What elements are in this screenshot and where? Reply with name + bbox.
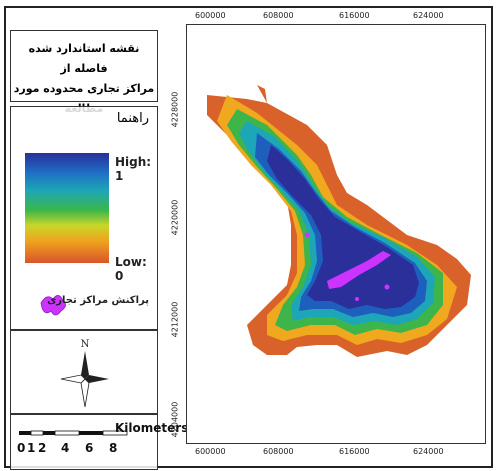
x-tick-top-1: 600000: [195, 11, 226, 20]
north-arrow-icon: N: [60, 339, 109, 408]
legend-box: راهنما High: 1 Low: 0 پراکنش مراکز تجاری: [10, 106, 158, 330]
x-tick-bottom-1: 600000: [195, 447, 226, 456]
north-label: N: [81, 339, 90, 350]
y-tick-3: 4212000: [170, 301, 180, 338]
scale-tick-6: 6: [85, 441, 94, 455]
distance-gradient-swatch: [25, 153, 109, 263]
y-tick-2: 4220000: [170, 199, 180, 236]
scale-tick-2: 2: [38, 441, 47, 455]
y-tick-4: 4204000: [170, 401, 180, 438]
scale-bar-icon: [19, 430, 128, 436]
map-title-box: نقشه استاندارد شده فاصله از مراکز تجاری …: [10, 30, 158, 115]
scale-tick-4: 4: [61, 441, 70, 455]
x-tick-top-2: 608000: [263, 11, 294, 20]
x-tick-bottom-2: 608000: [263, 447, 294, 456]
legend-panel: نقشه استاندارد شده فاصله از مراکز تجاری …: [6, 8, 188, 470]
gradient-high-label: High: 1: [115, 155, 152, 183]
scale-unit-label: Kilometers: [115, 421, 189, 435]
x-tick-top-4: 624000: [413, 11, 444, 20]
x-tick-top-3: 616000: [339, 11, 370, 20]
scale-bar-box: Kilometers 0 1 2 4 6 8: [10, 414, 188, 470]
commercial-symbol-label: پراکنش مراکز تجاری: [47, 295, 149, 306]
map-area: 600000 608000 616000 624000 600000 60800…: [170, 11, 486, 456]
y-tick-1: 4228000: [170, 91, 180, 128]
scale-tick-0: 0: [17, 441, 26, 455]
map-title-line1: نقشه استاندارد شده فاصله از: [28, 42, 140, 75]
distance-raster-map: [207, 85, 471, 357]
north-arrow-box: N: [10, 330, 158, 414]
scale-tick-1: 1: [27, 441, 36, 455]
x-tick-bottom-4: 624000: [413, 447, 444, 456]
scale-tick-8: 8: [109, 441, 118, 455]
gradient-low-label: Low: 0: [115, 255, 147, 283]
legend-title: راهنما: [116, 111, 149, 126]
x-tick-bottom-3: 616000: [339, 447, 370, 456]
commercial-centers-cluster: [327, 251, 391, 289]
commercial-symbol-icon: [40, 295, 66, 316]
